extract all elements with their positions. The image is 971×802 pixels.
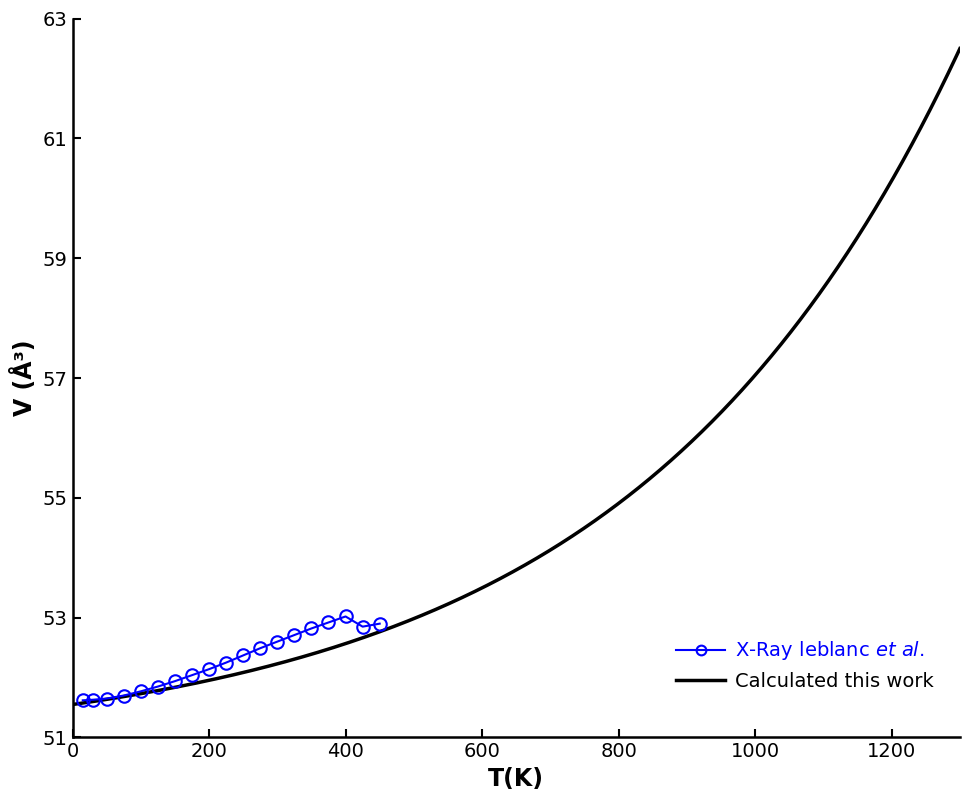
Legend: X-Ray leblanc $\it{et\ al.}$, Calculated this work: X-Ray leblanc $\it{et\ al.}$, Calculated…	[669, 632, 941, 699]
Y-axis label: V (Å³): V (Å³)	[11, 340, 37, 416]
X-axis label: T(K): T(K)	[488, 767, 544, 791]
